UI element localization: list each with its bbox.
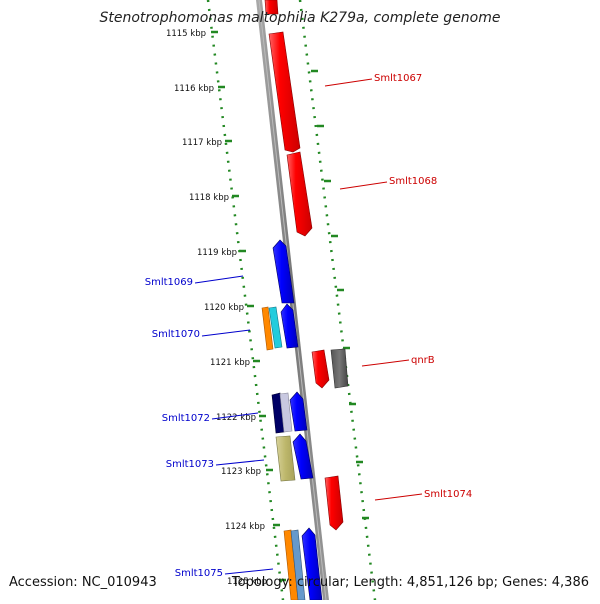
leader-line xyxy=(324,78,373,87)
scale-label: 1116 kbp xyxy=(174,84,214,94)
topology-text: Topology: circular; Length: 4,851,126 bp… xyxy=(231,575,589,590)
forward-leaders xyxy=(324,78,423,501)
gene-arrow-qnrb xyxy=(311,349,330,389)
leader-line xyxy=(361,359,410,367)
leader-line xyxy=(201,329,251,337)
scale-label: 1124 kbp xyxy=(225,522,265,532)
genome-title: Stenotrophomonas maltophilia K279a, comp… xyxy=(99,10,501,26)
accession-text: Accession: NC_010943 xyxy=(9,575,157,590)
scale-label: 1125 kbp xyxy=(227,577,267,587)
gene-label-smlt1072: Smlt1072 xyxy=(162,413,210,424)
gene-arrow-top-partial xyxy=(264,0,279,15)
leader-line xyxy=(211,412,259,420)
scale-label: 1123 kbp xyxy=(221,467,261,477)
gene-arrow-smlt1072 xyxy=(289,391,308,432)
scale-label: 1115 kbp xyxy=(166,29,206,39)
forward-genes xyxy=(264,0,349,531)
gene-label-smlt1067: Smlt1067 xyxy=(374,73,422,84)
leader-line xyxy=(215,459,265,466)
scale-label: 1122 kbp xyxy=(216,413,256,423)
gene-arrow-smlt1067 xyxy=(268,31,301,153)
gene-arrow-smlt1068 xyxy=(286,151,313,237)
reverse-leaders xyxy=(194,275,274,575)
scale-ruler-right xyxy=(298,0,377,601)
forward-gene-labels: Smlt1067 Smlt1068 qnrB Smlt1074 xyxy=(374,73,472,500)
gene-block-orange-1 xyxy=(261,306,274,351)
scale-label: 1120 kbp xyxy=(204,303,244,313)
leader-line xyxy=(194,275,244,284)
reverse-gene-labels: Smlt1069 Smlt1070 Smlt1072 Smlt1073 Smlt… xyxy=(145,277,223,579)
scale-ticks xyxy=(211,30,369,582)
gene-label-qnrb: qnrB xyxy=(411,355,435,366)
reverse-genes xyxy=(261,239,323,601)
scale-label: 1118 kbp xyxy=(189,193,229,203)
gene-label-smlt1069: Smlt1069 xyxy=(145,277,193,288)
gene-block-cyan xyxy=(268,306,283,349)
gene-label-smlt1073: Smlt1073 xyxy=(166,459,214,470)
leader-line xyxy=(339,181,388,190)
gene-arrow-smlt1069 xyxy=(272,239,295,304)
gene-label-smlt1070: Smlt1070 xyxy=(152,329,200,340)
gene-block-gray xyxy=(330,348,349,389)
gene-block-lavender xyxy=(279,392,293,433)
gene-label-smlt1068: Smlt1068 xyxy=(389,176,437,187)
scale-label: 1117 kbp xyxy=(182,138,222,148)
gene-block-khaki xyxy=(275,435,296,482)
gene-label-smlt1075: Smlt1075 xyxy=(175,568,223,579)
gene-arrow-smlt1073 xyxy=(292,433,314,480)
gene-arrow-smlt1074 xyxy=(324,475,344,531)
gene-arrow-smlt1070 xyxy=(280,303,299,349)
gene-arrow-smlt1075 xyxy=(301,527,323,601)
scale-label: 1119 kbp xyxy=(197,248,237,258)
gene-label-smlt1074: Smlt1074 xyxy=(424,489,472,500)
leader-line xyxy=(374,493,423,501)
scale-label: 1121 kbp xyxy=(210,358,250,368)
scale-ruler-left xyxy=(206,0,285,601)
leader-line xyxy=(224,568,274,575)
scale-labels: 1115 kbp 1116 kbp 1117 kbp 1118 kbp 1119… xyxy=(166,29,267,587)
